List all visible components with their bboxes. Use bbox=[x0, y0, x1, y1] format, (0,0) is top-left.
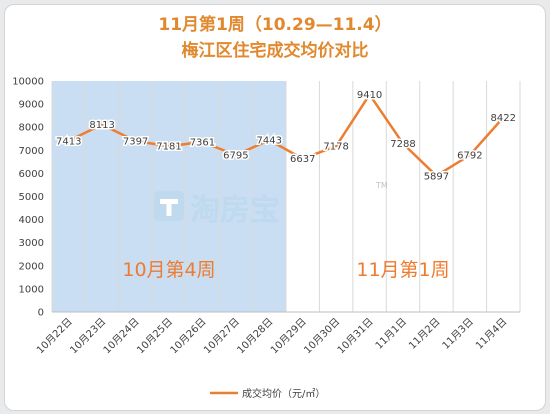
chart-title: 11月第1周（10.29—11.4） bbox=[158, 15, 392, 35]
data-label: 7413 bbox=[56, 136, 81, 147]
legend-label: 成交均价（元/㎡） bbox=[242, 387, 325, 400]
data-label: 5897 bbox=[424, 171, 449, 182]
watermark-text: 淘房宝 bbox=[190, 193, 280, 228]
grid-lines bbox=[51, 81, 521, 312]
annotation-week-4: 10月第4周 bbox=[122, 259, 215, 281]
y-tick-label: 1000 bbox=[19, 284, 44, 295]
y-tick-label: 6000 bbox=[19, 169, 44, 180]
y-axis-ticks: 0 1000 2000 3000 4000 5000 6000 7000 8000 9000 100… bbox=[12, 77, 44, 319]
watermark-trademark: TM bbox=[375, 181, 388, 190]
x-tick-label: 10月31日 bbox=[335, 316, 376, 357]
x-tick-label: 11月3日 bbox=[440, 316, 476, 352]
y-tick-label: 3000 bbox=[19, 238, 44, 249]
x-tick-label: 11月4日 bbox=[473, 316, 509, 352]
data-label: 7397 bbox=[123, 137, 148, 148]
watermark-logo: 淘房宝 TM bbox=[154, 181, 388, 228]
data-label: 6637 bbox=[290, 154, 315, 165]
data-labels: 7413 8113 7397 7181 7361 6795 7443 6637 7178 9410… bbox=[54, 89, 517, 184]
y-tick-label: 9000 bbox=[19, 100, 44, 111]
legend: 成交均价（元/㎡） bbox=[210, 387, 325, 400]
data-label: 7361 bbox=[190, 137, 215, 148]
x-axis-ticks: 10月22日10月23日10月24日10月25日10月26日10月27日10月2… bbox=[34, 316, 509, 357]
data-label: 7443 bbox=[257, 136, 282, 147]
y-tick-label: 2000 bbox=[19, 261, 44, 272]
y-tick-label: 8000 bbox=[19, 123, 44, 134]
x-tick-label: 11月1日 bbox=[373, 316, 409, 352]
data-label: 7181 bbox=[156, 142, 181, 153]
y-tick-label: 0 bbox=[38, 308, 44, 319]
data-label: 6792 bbox=[457, 151, 482, 162]
x-tick-label: 11月2日 bbox=[406, 316, 442, 352]
data-label: 8422 bbox=[491, 113, 516, 124]
data-label: 9410 bbox=[357, 90, 382, 101]
y-tick-label: 10000 bbox=[12, 77, 44, 88]
chart-subtitle: 梅江区住宅成交均价对比 bbox=[181, 41, 369, 61]
y-tick-label: 4000 bbox=[19, 215, 44, 226]
y-tick-label: 5000 bbox=[19, 192, 44, 203]
data-label: 6795 bbox=[223, 151, 248, 162]
data-label: 7288 bbox=[390, 139, 415, 150]
y-tick-label: 7000 bbox=[19, 146, 44, 157]
data-label: 7178 bbox=[323, 142, 348, 153]
series-line bbox=[68, 93, 505, 178]
data-label: 8113 bbox=[89, 120, 114, 131]
annotation-week-1: 11月第1周 bbox=[356, 259, 449, 281]
